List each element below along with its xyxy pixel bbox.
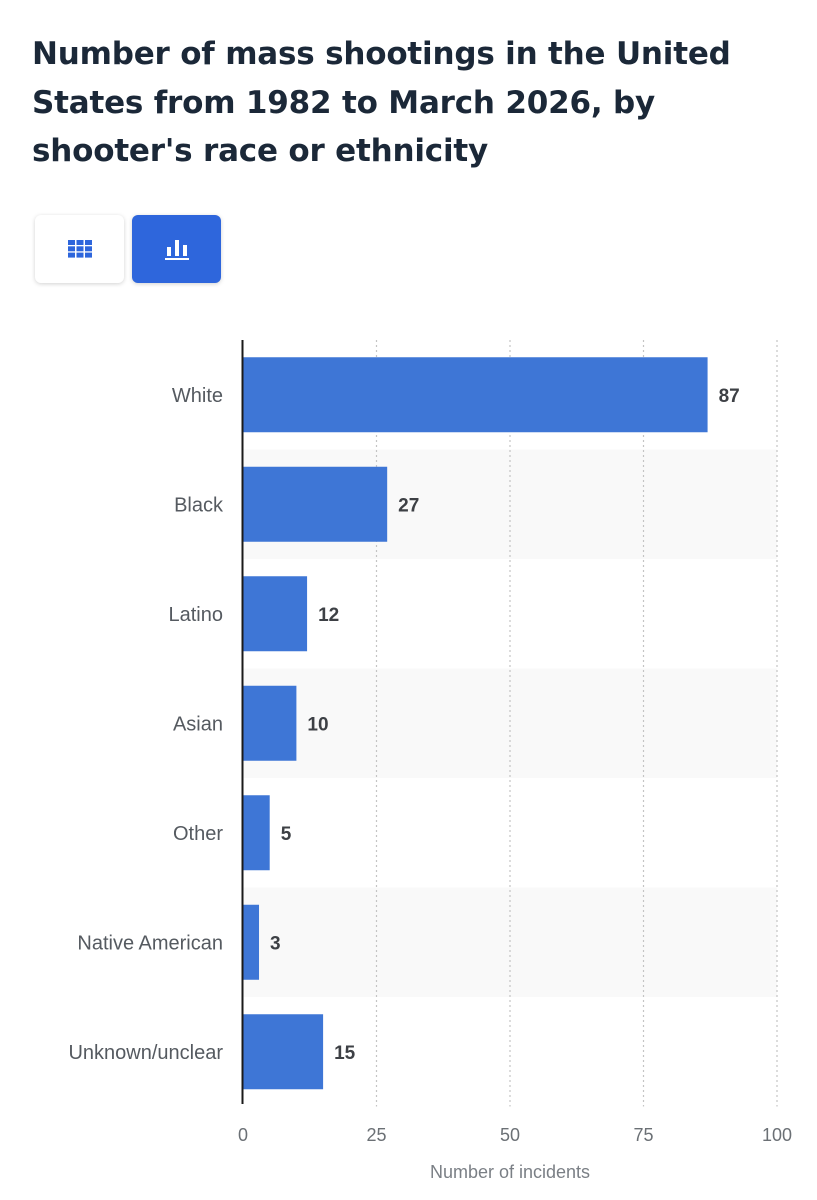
category-labels: White Black Latino Asian Other Native America… xyxy=(68,385,224,1064)
value-label: 5 xyxy=(281,824,292,845)
category-label: Unknown/unclear xyxy=(68,1042,223,1064)
grid-cell xyxy=(67,246,75,252)
grid-cell xyxy=(84,252,92,258)
bar xyxy=(243,904,260,980)
chart-view-button[interactable] xyxy=(132,215,221,283)
value-label: 15 xyxy=(334,1043,356,1064)
x-tick-label: 50 xyxy=(500,1125,520,1145)
bar-chart-icon xyxy=(164,240,189,260)
x-tick-label: 75 xyxy=(633,1125,653,1145)
bar xyxy=(243,357,708,433)
table-view-button[interactable] xyxy=(35,215,124,283)
grid-cell xyxy=(67,252,75,258)
grid-cell xyxy=(84,240,92,245)
bar xyxy=(243,685,297,761)
value-label: 12 xyxy=(318,605,339,626)
value-label: 87 xyxy=(719,386,740,407)
x-tick-labels: 0 25 50 75 100 xyxy=(238,1125,792,1145)
bar xyxy=(243,576,308,652)
value-labels: 87 27 12 10 5 3 15 xyxy=(270,386,740,1064)
value-label: 27 xyxy=(398,495,419,516)
grid-cell xyxy=(67,240,75,245)
category-label: Asian xyxy=(173,713,223,735)
x-tick-label: 25 xyxy=(366,1125,386,1145)
value-label: 3 xyxy=(270,933,281,954)
x-tick-label: 0 xyxy=(238,1125,248,1145)
bar xyxy=(243,1014,324,1090)
value-label: 10 xyxy=(307,714,328,735)
grid-cell xyxy=(84,246,92,252)
bar xyxy=(243,466,388,542)
category-label: Native American xyxy=(77,932,223,954)
category-label: Latino xyxy=(169,604,224,626)
bars xyxy=(243,357,708,1090)
category-label: Other xyxy=(173,823,223,845)
table-grid-icon xyxy=(67,240,92,258)
x-tick-label: 100 xyxy=(762,1125,792,1145)
x-axis-title: Number of incidents xyxy=(430,1162,590,1182)
grid-cell xyxy=(76,246,83,252)
bar xyxy=(243,795,270,871)
category-label: White xyxy=(172,385,223,407)
chart-title: Number of mass shootings in the United S… xyxy=(32,36,731,169)
category-label: Black xyxy=(174,494,224,516)
grid-cell xyxy=(76,240,83,245)
grid-cell xyxy=(76,252,83,258)
